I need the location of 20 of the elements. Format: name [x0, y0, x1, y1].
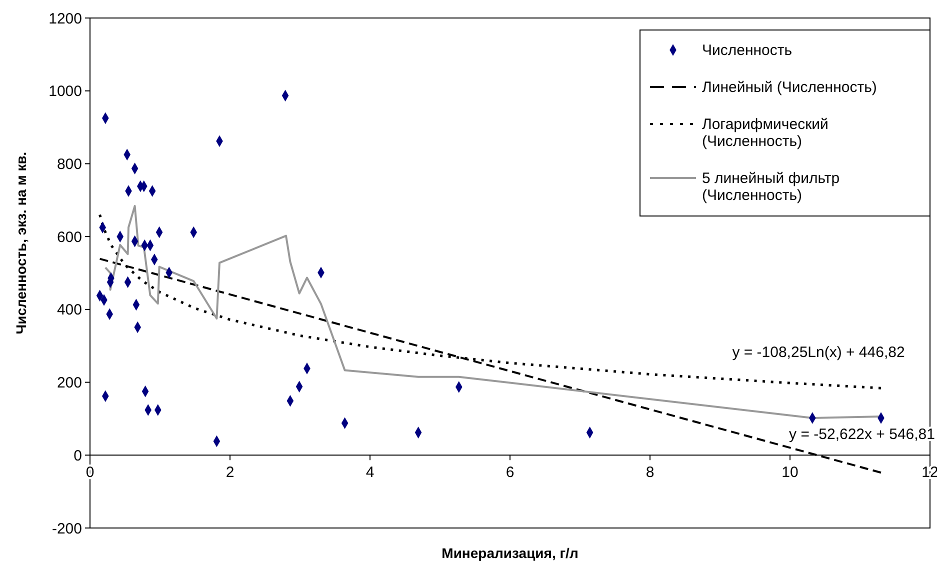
y-axis-title: Численность, экз. на м кв.	[13, 152, 29, 334]
y-tick-label: 0	[74, 447, 82, 464]
x-tick-label: 10	[782, 464, 798, 482]
x-tick-label: 2	[226, 464, 234, 482]
legend-label: 5 линейный фильтр (Численность)	[702, 170, 840, 204]
x-axis-title: Минерализация, г/л	[442, 545, 578, 561]
y-tick-label: 1000	[48, 83, 82, 100]
y-tick-label: 200	[56, 374, 82, 392]
y-tick-label: -200	[52, 520, 82, 538]
y-tick-label: 600	[56, 228, 82, 246]
x-tick-label: 8	[646, 464, 654, 482]
x-tick-label: 4	[366, 464, 374, 482]
y-tick-label: 1200	[48, 10, 82, 28]
legend-label: Линейный (Численность)	[702, 79, 877, 96]
legend-label: Численность	[702, 42, 792, 59]
x-tick-label: 6	[506, 464, 514, 482]
annotation: y = -108,25Ln(x) + 446,82	[732, 344, 905, 362]
legend-label: Логарифмический (Численность)	[702, 116, 828, 150]
y-tick-label: 400	[56, 302, 82, 319]
y-tick-label: 800	[56, 156, 82, 173]
